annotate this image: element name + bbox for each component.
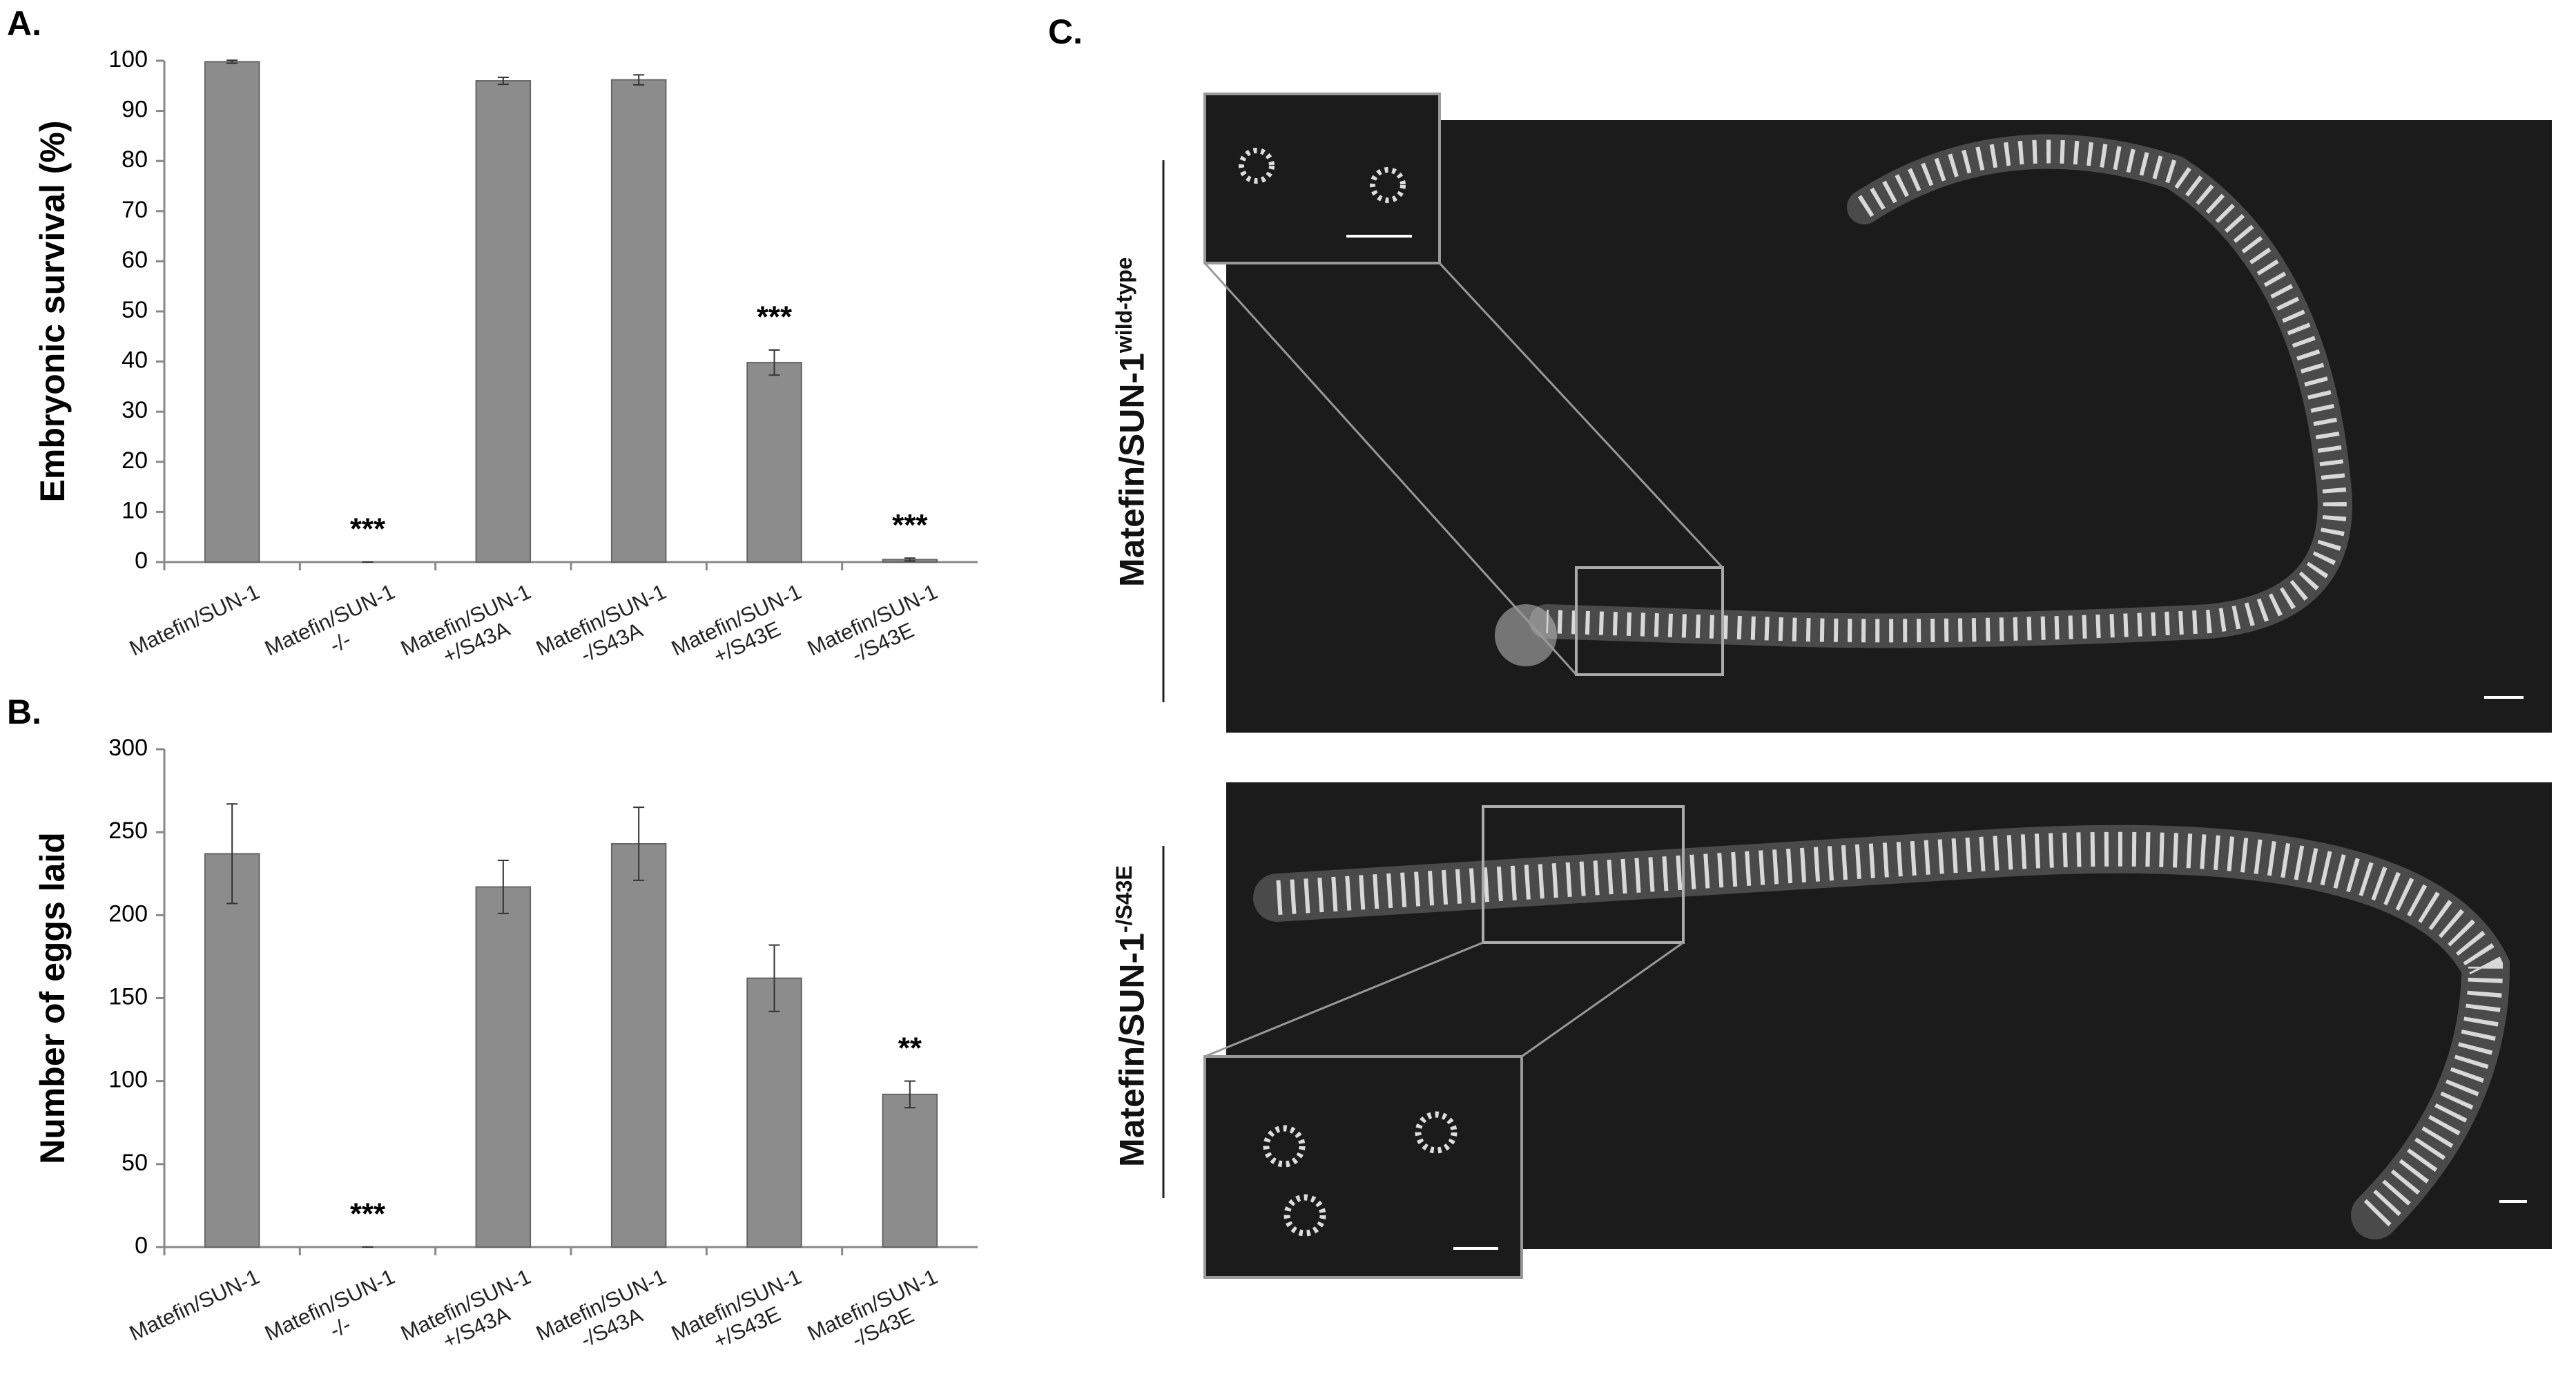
micrograph-top xyxy=(1203,93,2552,733)
error-bar xyxy=(497,76,509,86)
panel-label: B. xyxy=(7,693,41,731)
micrograph-bottom xyxy=(1203,782,2552,1279)
significance: ** xyxy=(898,1031,922,1065)
y-axis-label: Number of eggs laid xyxy=(33,832,72,1164)
error-bar xyxy=(768,944,780,1012)
bar xyxy=(475,80,532,563)
y-axis-label: Embryonic survival (%) xyxy=(33,121,72,503)
y-tick-label: 250 xyxy=(108,818,148,844)
bar xyxy=(610,79,667,563)
error-bar xyxy=(633,74,645,86)
significance: *** xyxy=(350,512,386,546)
bar xyxy=(475,886,532,1248)
error-bar xyxy=(226,59,238,64)
y-tick-label: 0 xyxy=(135,548,148,574)
bar xyxy=(746,362,802,563)
image-label: Matefin/SUN-1wild-type xyxy=(1112,257,1152,587)
y-tick-label: 30 xyxy=(122,397,148,423)
y-tick-label: 50 xyxy=(122,1150,148,1176)
error-bar xyxy=(633,807,645,881)
label: Matefin/SUN-1 xyxy=(1112,933,1152,1167)
panel-label: A. xyxy=(7,4,41,43)
y-tick-label: 60 xyxy=(122,247,148,273)
bar xyxy=(204,61,260,563)
y-tick-label: 150 xyxy=(108,983,148,1010)
y-tick-label: 100 xyxy=(108,46,148,73)
error-bar xyxy=(904,557,916,562)
error-bar xyxy=(768,349,780,376)
bar xyxy=(610,842,667,1248)
y-tick-label: 80 xyxy=(122,146,148,173)
superscript: wild-type xyxy=(1112,257,1136,354)
y-tick-label: 70 xyxy=(122,197,148,223)
y-tick-label: 300 xyxy=(108,735,148,761)
y-tick-label: 50 xyxy=(122,297,148,323)
error-bar xyxy=(904,1080,916,1109)
significance: *** xyxy=(350,1197,386,1231)
significance: *** xyxy=(757,300,793,334)
y-tick-label: 0 xyxy=(135,1233,148,1259)
significance: *** xyxy=(892,508,928,542)
panel-label: C. xyxy=(1048,12,1083,51)
label: Matefin/SUN-1 xyxy=(1112,353,1152,587)
y-tick-label: 20 xyxy=(122,447,148,474)
image-label: Matefin/SUN-1-/S43E xyxy=(1112,865,1152,1167)
y-tick-label: 10 xyxy=(122,497,148,523)
superscript: -/S43E xyxy=(1112,865,1136,934)
y-tick-label: 100 xyxy=(108,1067,148,1093)
bar xyxy=(882,1093,938,1248)
bar xyxy=(746,977,802,1248)
y-tick-label: 90 xyxy=(122,97,148,123)
error-bar xyxy=(226,803,238,905)
error-bar xyxy=(497,860,509,914)
y-tick-label: 40 xyxy=(122,347,148,374)
bar xyxy=(204,853,260,1248)
y-tick-label: 200 xyxy=(108,900,148,927)
